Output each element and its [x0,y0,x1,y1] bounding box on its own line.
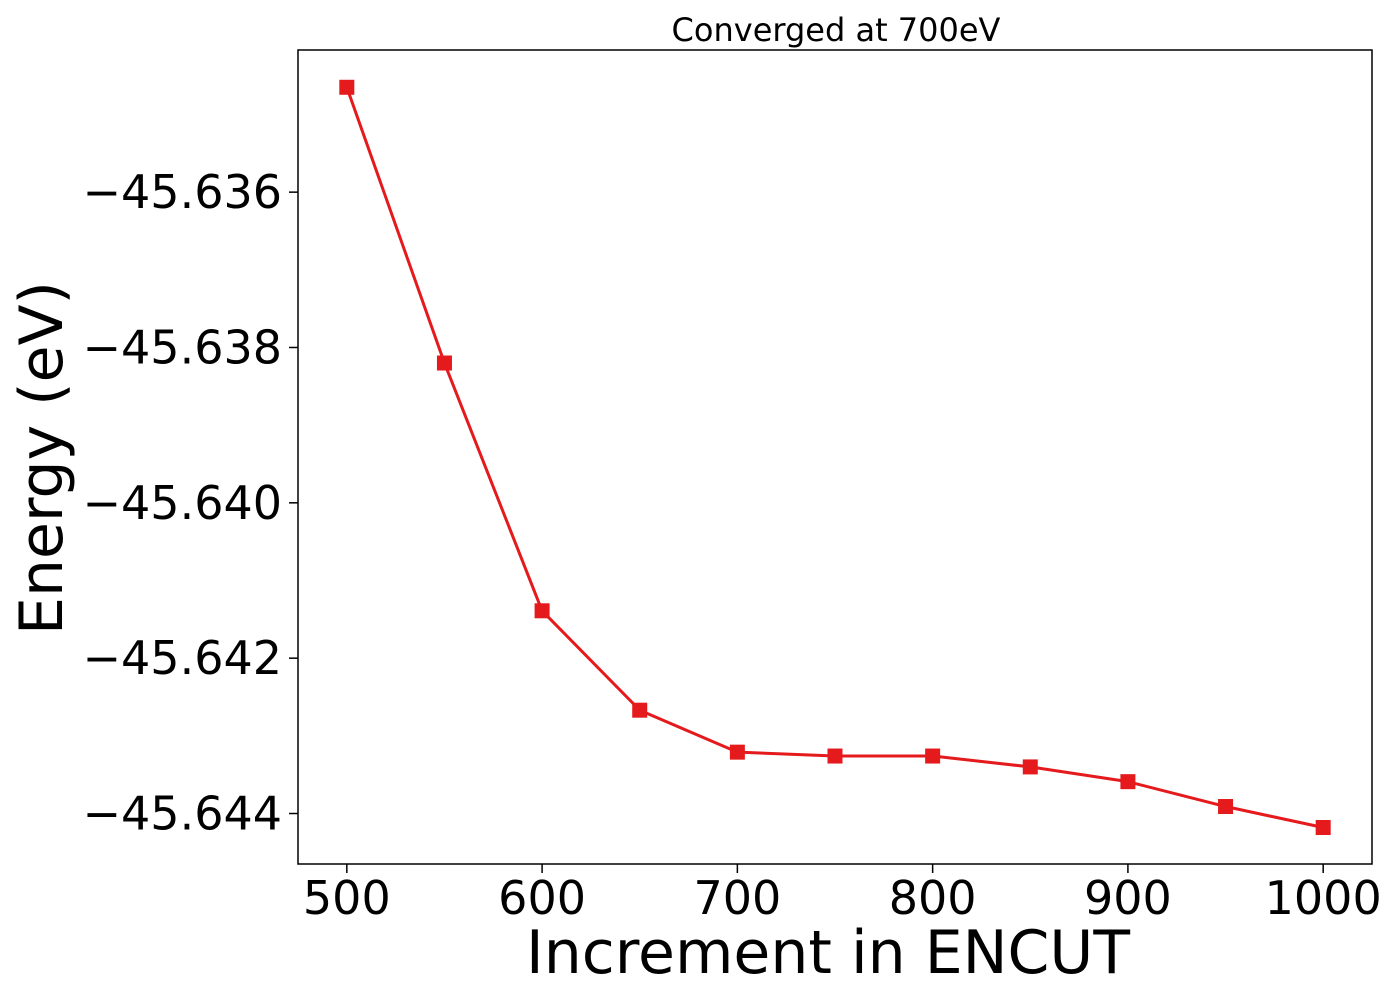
data-point-marker [1315,819,1331,835]
data-point-marker [1120,774,1136,790]
data-point-marker [925,748,941,764]
y-tick-label: −45.638 [83,320,283,374]
x-tick-label: 1000 [1265,871,1382,925]
data-point-marker [534,603,550,619]
data-point-marker [632,702,648,718]
x-tick-label: 800 [889,871,977,925]
data-point-marker [729,744,745,760]
series-line [345,86,1324,829]
plot-frame [297,49,1373,865]
plot-area [339,79,1331,835]
x-axis-label: Increment in ENCUT [526,918,1130,988]
y-axis-ticks: −45.636 −45.638 −45.640 −45.642 −45.644 [83,165,298,841]
y-tick-label: −45.640 [83,476,283,530]
x-tick-label: 500 [303,871,391,925]
data-point-marker [1218,799,1234,815]
data-point-marker [436,355,452,371]
data-point-marker [827,748,843,764]
chart-title: Converged at 700eV [672,11,1001,49]
y-tick-label: −45.642 [83,631,283,685]
x-tick-label: 700 [693,871,781,925]
x-tick-label: 900 [1084,871,1172,925]
x-tick-label: 600 [498,871,586,925]
y-tick-label: −45.644 [83,787,283,841]
y-axis-label: Energy (eV) [7,281,77,635]
data-point-marker [339,79,355,95]
data-point-marker [1022,759,1038,775]
x-axis-ticks: 500 600 700 800 900 1000 [303,864,1382,925]
y-tick-label: −45.636 [83,165,283,219]
